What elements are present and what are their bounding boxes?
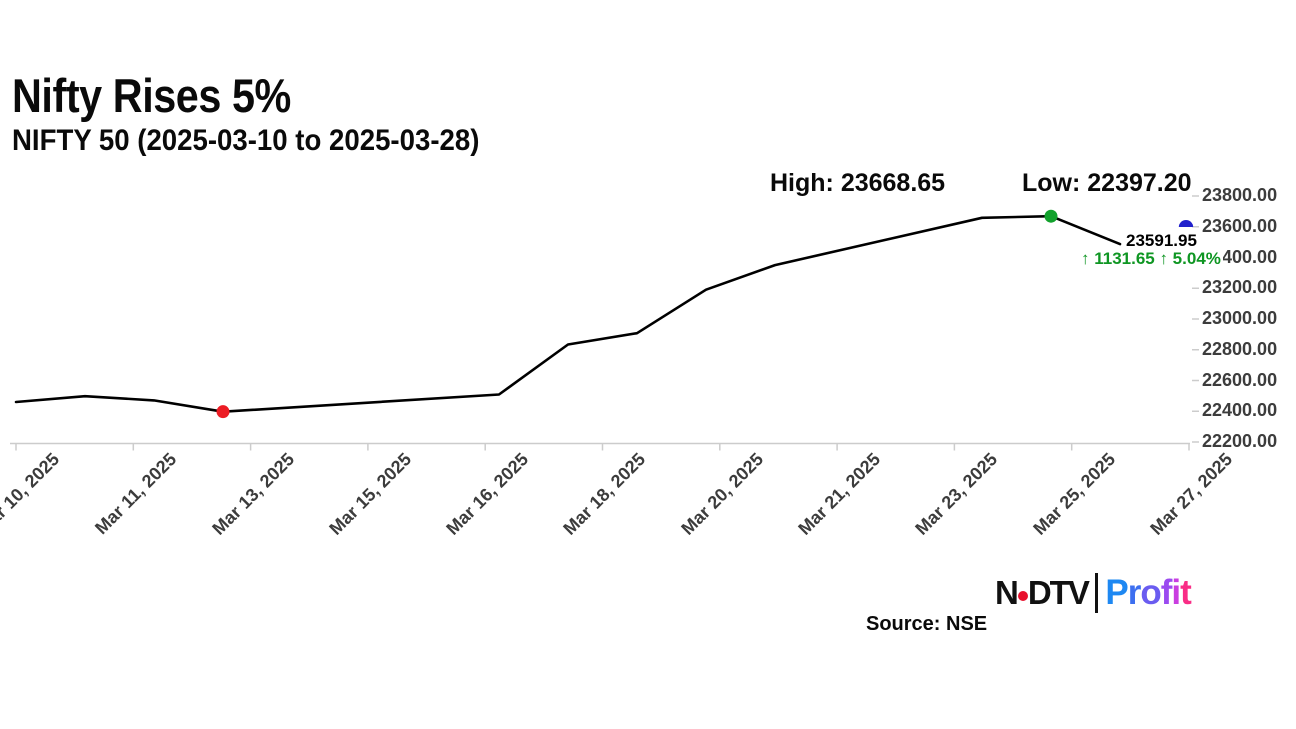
- y-axis-tick-label: 23800.00: [1202, 185, 1278, 205]
- last-price-dome-icon: [1178, 220, 1194, 227]
- low-annotation: Low: 22397.20: [1022, 169, 1192, 197]
- y-axis-tick-label: 22400.00: [1202, 400, 1278, 421]
- y-axis-tick-label: 22200.00: [1202, 431, 1278, 451]
- y-axis-tick-label: 23000.00: [1202, 308, 1278, 328]
- y-axis-tick-label: 23200.00: [1202, 277, 1278, 298]
- price-line: [14, 214, 1122, 414]
- high-annotation: High: 23668.65: [770, 169, 946, 197]
- y-axis-tick-label: 23600.00: [1202, 215, 1278, 236]
- profit-letter: r: [1127, 573, 1142, 612]
- high-marker-dot: [1044, 209, 1058, 223]
- page-title: Nifty Rises 5%: [12, 69, 291, 122]
- profit-letter: i: [1171, 573, 1181, 612]
- profit-wordmark: Profit: [1105, 573, 1192, 613]
- low-marker-dot: [216, 405, 230, 419]
- profit-letter: P: [1105, 573, 1128, 612]
- profit-letter: f: [1160, 573, 1173, 612]
- y-axis-tick-label: 22800.00: [1202, 338, 1278, 359]
- ndtv-profit-logo: N DTV Profit: [995, 572, 1192, 614]
- page-subtitle: NIFTY 50 (2025-03-10 to 2025-03-28): [12, 124, 480, 157]
- y-axis-tick-label: 22600.00: [1202, 369, 1278, 390]
- source-note: Source: NSE: [866, 613, 988, 635]
- axis-ticks-group: [15, 195, 1199, 451]
- profit-letter: t: [1180, 573, 1192, 612]
- change-annotation: ↑ 1131.65 ↑ 5.04%: [1079, 249, 1223, 269]
- ndtv-red-dot-icon: [1017, 591, 1028, 601]
- ndtv-letter-n: N: [995, 574, 1019, 611]
- ndtv-wordmark: N DTV: [995, 574, 1090, 612]
- logo-separator-bar: [1094, 573, 1099, 613]
- profit-letter: o: [1140, 573, 1161, 612]
- ndtv-letters-dtv: DTV: [1027, 574, 1090, 611]
- last-value-annotation: 23591.95: [1124, 231, 1199, 251]
